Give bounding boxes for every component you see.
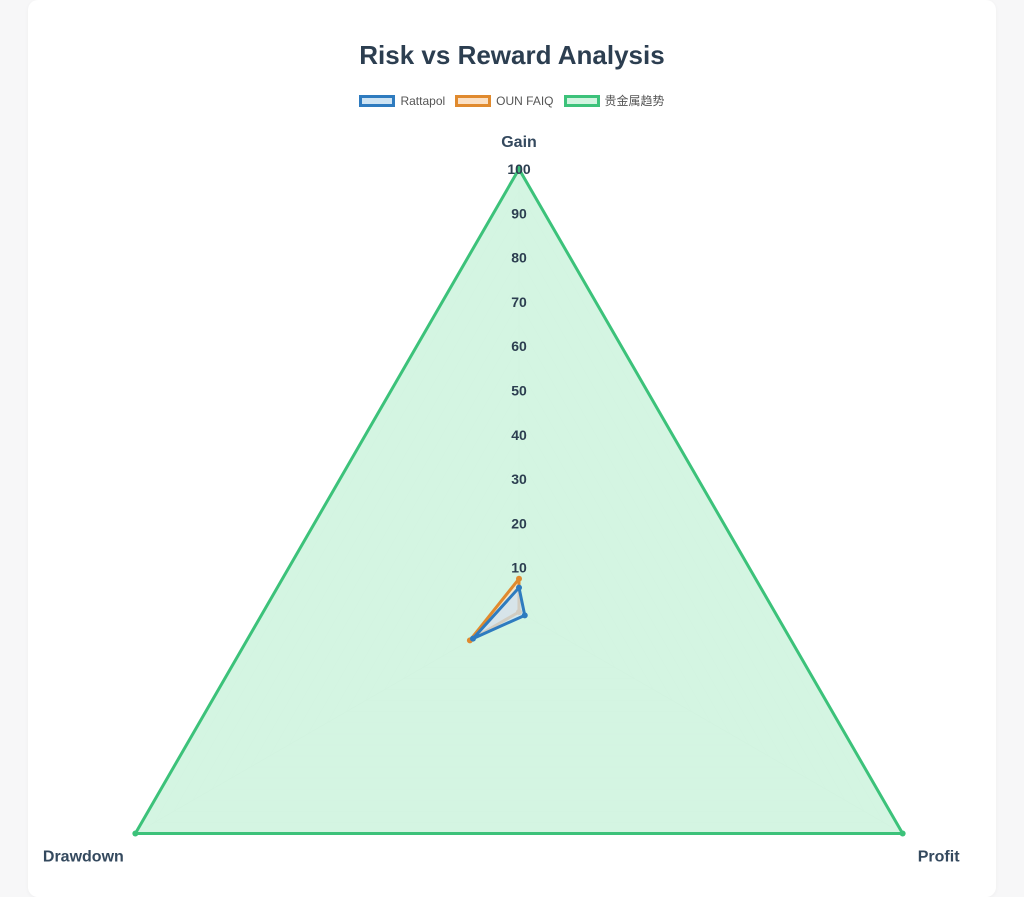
tick-label: 10 xyxy=(511,560,527,576)
chart-card: Risk vs Reward Analysis Rattapol OUN FAI… xyxy=(28,0,996,897)
series-point-rattapol[interactable] xyxy=(469,635,476,642)
chart-legend: Rattapol OUN FAIQ 贵金属趋势 xyxy=(28,92,996,109)
legend-item-oun-faiq[interactable]: OUN FAIQ xyxy=(455,92,554,109)
legend-label-oun-faiq: OUN FAIQ xyxy=(496,93,554,108)
radar-ticks: 10 20 30 40 50 60 70 80 90 100 xyxy=(507,161,531,576)
series-point-oun-faiq[interactable] xyxy=(516,575,522,582)
tick-label: 100 xyxy=(507,161,531,177)
tick-label: 40 xyxy=(511,427,527,443)
tick-label: 30 xyxy=(511,471,527,487)
axis-label-profit: Profit xyxy=(918,849,960,866)
tick-label: 50 xyxy=(511,383,527,399)
legend-item-rattapol[interactable]: Rattapol xyxy=(359,92,445,109)
tick-label: 80 xyxy=(511,250,527,266)
series-point-series-2[interactable] xyxy=(132,830,139,837)
radar-series xyxy=(132,166,906,837)
legend-swatch-rattapol xyxy=(359,94,396,107)
series-point-rattapol[interactable] xyxy=(521,612,528,619)
legend-label-rattapol: Rattapol xyxy=(400,93,446,108)
legend-swatch-oun-faiq xyxy=(455,94,492,107)
radar-chart: 10 20 30 40 50 60 70 80 90 100 Gain Profit Drawdown xyxy=(43,134,960,866)
tick-label: 60 xyxy=(511,338,527,354)
legend-label-precious-metals: 贵金属趋势 xyxy=(604,94,665,108)
tick-label: 90 xyxy=(511,205,527,221)
series-point-series-2[interactable] xyxy=(899,830,906,837)
series-area-rattapol xyxy=(471,586,527,641)
axis-label-drawdown: Drawdown xyxy=(43,849,124,866)
radar-axis-labels: Gain Profit Drawdown xyxy=(43,134,960,866)
axis-label-gain: Gain xyxy=(501,134,537,151)
series-area-series-2 xyxy=(133,167,905,835)
legend-item-precious-metals[interactable]: 贵金属趋势 xyxy=(563,92,665,109)
tick-label: 20 xyxy=(511,515,527,531)
tick-label: 70 xyxy=(511,294,527,310)
series-point-series-2[interactable] xyxy=(516,166,522,172)
legend-swatch-precious-metals xyxy=(563,94,600,107)
chart-title: Risk vs Reward Analysis xyxy=(359,40,665,70)
series-point-rattapol[interactable] xyxy=(516,584,522,591)
